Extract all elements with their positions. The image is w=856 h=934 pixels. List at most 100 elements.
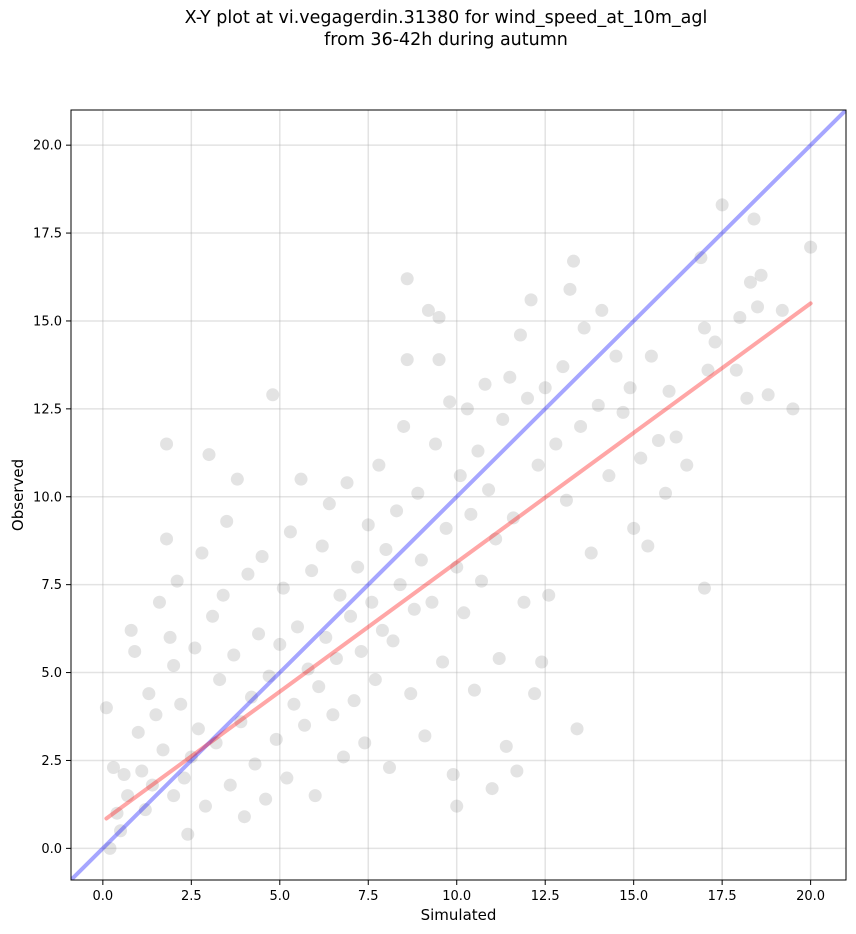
data-point: [163, 630, 177, 644]
data-point: [418, 729, 432, 743]
data-point: [106, 760, 120, 774]
x-tick-label: 10.0: [442, 889, 471, 904]
data-point: [184, 750, 198, 764]
data-point: [227, 648, 241, 662]
data-point: [563, 282, 577, 296]
data-point: [485, 782, 499, 796]
data-point: [457, 606, 471, 620]
data-point: [577, 321, 591, 335]
data-point: [283, 525, 297, 539]
scatter-points: [99, 198, 818, 855]
data-point: [280, 771, 294, 785]
data-point: [460, 402, 474, 416]
data-point: [450, 560, 464, 574]
data-point: [697, 581, 711, 595]
data-point: [432, 353, 446, 367]
data-point: [202, 448, 216, 462]
chart-title: X-Y plot at vi.vegagerdin.31380 for wind…: [0, 7, 856, 51]
data-point: [390, 504, 404, 518]
data-point: [733, 310, 747, 324]
series-line: [104, 301, 813, 821]
data-point: [747, 212, 761, 226]
data-point: [570, 722, 584, 736]
data-point: [411, 486, 425, 500]
data-point: [220, 514, 234, 528]
x-tick-label: 12.5: [531, 889, 560, 904]
data-point: [117, 768, 131, 782]
data-point: [623, 381, 637, 395]
data-point: [372, 458, 386, 472]
x-axis-ticks: 0.0 2.5 5.0 7.5 10.0 12.5 15.0 17.5 20.0: [93, 880, 825, 904]
data-point: [237, 810, 251, 824]
x-tick-label: 0.0: [93, 889, 114, 904]
data-point: [715, 198, 729, 212]
data-point: [329, 651, 343, 665]
y-tick-label: 5.0: [41, 666, 62, 681]
data-point: [761, 388, 775, 402]
data-point: [209, 736, 223, 750]
y-axis-ticks: 0.0 2.5 5.0 7.5 10.0 12.5 15.0 17.5 20.0: [33, 139, 71, 857]
data-point: [322, 497, 336, 511]
grid: [71, 110, 846, 880]
data-point: [478, 377, 492, 391]
fit-lines: [71, 110, 846, 880]
data-point: [740, 391, 754, 405]
data-point: [538, 381, 552, 395]
data-point: [276, 581, 290, 595]
data-point: [188, 641, 202, 655]
data-point: [301, 662, 315, 676]
data-point: [556, 360, 570, 374]
data-point: [198, 799, 212, 813]
data-point: [138, 803, 152, 817]
x-tick-label: 2.5: [181, 889, 202, 904]
data-point: [252, 627, 266, 641]
data-point: [128, 644, 142, 658]
data-point: [160, 532, 174, 546]
data-point: [294, 472, 308, 486]
data-point: [708, 335, 722, 349]
data-point: [248, 757, 262, 771]
data-point: [425, 595, 439, 609]
data-point: [241, 567, 255, 581]
data-point: [471, 444, 485, 458]
data-point: [644, 349, 658, 363]
data-point: [559, 493, 573, 507]
data-point: [634, 451, 648, 465]
data-point: [170, 574, 184, 588]
x-tick-label: 15.0: [619, 889, 648, 904]
data-point: [336, 750, 350, 764]
data-point: [584, 546, 598, 560]
data-point: [99, 701, 113, 715]
data-point: [496, 412, 510, 426]
y-tick-label: 10.0: [33, 490, 62, 505]
data-point: [662, 384, 676, 398]
data-point: [609, 349, 623, 363]
data-point: [326, 708, 340, 722]
data-point: [428, 437, 442, 451]
data-point: [121, 789, 135, 803]
data-point: [223, 778, 237, 792]
data-point: [694, 251, 708, 265]
x-tick-label: 7.5: [358, 889, 379, 904]
data-point: [542, 588, 556, 602]
chart-title-line-2: from 36-42h during autumn: [324, 30, 568, 50]
data-point: [142, 687, 156, 701]
data-point: [574, 419, 588, 433]
data-point: [368, 673, 382, 687]
data-point: [181, 827, 195, 841]
data-point: [379, 542, 393, 556]
y-tick-label: 20.0: [33, 139, 62, 154]
data-point: [397, 419, 411, 433]
data-point: [167, 789, 181, 803]
data-point: [103, 841, 117, 855]
data-point: [386, 634, 400, 648]
data-point: [234, 715, 248, 729]
data-point: [259, 792, 273, 806]
data-point: [680, 458, 694, 472]
data-point: [421, 303, 435, 317]
data-point: [167, 659, 181, 673]
data-point: [535, 655, 549, 669]
data-point: [775, 303, 789, 317]
data-point: [375, 623, 389, 637]
data-point: [340, 476, 354, 490]
